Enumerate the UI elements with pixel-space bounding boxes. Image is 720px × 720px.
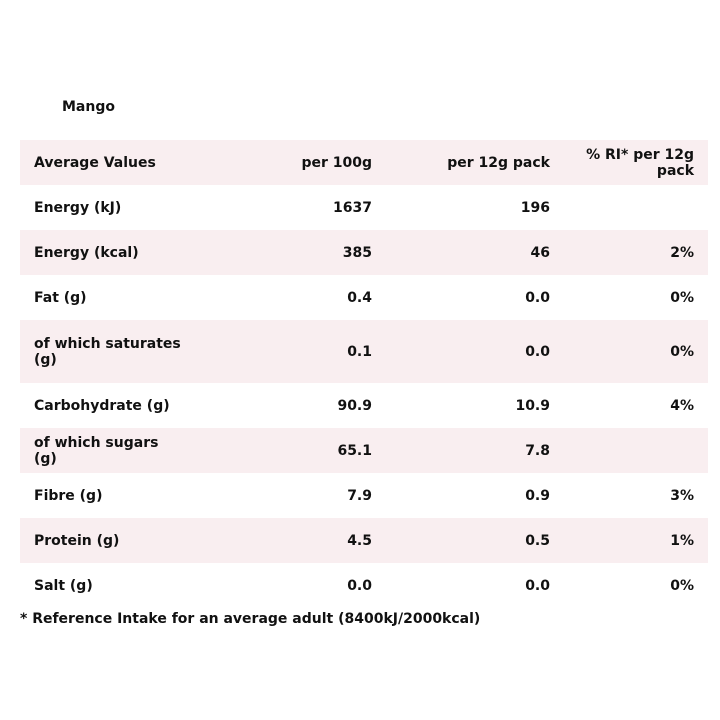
row-label: Energy (kcal)	[34, 244, 139, 261]
value-cell: 0.0	[347, 577, 372, 594]
value-cell: 1%	[670, 532, 694, 549]
header-cell: Average Values	[34, 154, 156, 171]
value-cell: 0.0	[525, 289, 550, 306]
value-cell: 0.5	[525, 532, 550, 549]
footnote: * Reference Intake for an average adult …	[20, 611, 481, 627]
table-row: of which sugars (g) 65.1 7.8	[20, 428, 708, 473]
row-label: of which saturates (g)	[34, 335, 181, 368]
value-cell: 0%	[670, 343, 694, 360]
product-title: Mango	[62, 99, 115, 115]
value-cell: 0.1	[347, 343, 372, 360]
nutrition-table: Average Values per 100g per 12g pack % RI* …	[20, 140, 708, 608]
value-cell: 0.0	[525, 577, 550, 594]
value-cell	[564, 185, 708, 230]
header-row: Average Values per 100g per 12g pack % RI* …	[20, 140, 708, 185]
row-label: Fat (g)	[34, 289, 87, 306]
value-cell	[564, 428, 708, 473]
table-row: of which saturates (g) 0.1 0.0 0%	[20, 320, 708, 383]
value-cell: 1637	[333, 199, 372, 216]
value-cell: 0.9	[525, 487, 550, 504]
value-cell: 65.1	[337, 442, 372, 459]
value-cell: 385	[342, 244, 372, 261]
table-row: Carbohydrate (g) 90.9 10.9 4%	[20, 383, 708, 428]
table-row: Fibre (g) 7.9 0.9 3%	[20, 473, 708, 518]
header-cell: per 100g	[301, 154, 372, 171]
table-row: Fat (g) 0.4 0.0 0%	[20, 275, 708, 320]
value-cell: 90.9	[337, 397, 372, 414]
value-cell: 0%	[670, 289, 694, 306]
value-cell: 2%	[670, 244, 694, 261]
value-cell: 10.9	[515, 397, 550, 414]
row-label: Protein (g)	[34, 532, 120, 549]
value-cell: 0.4	[347, 289, 372, 306]
value-cell: 4.5	[347, 532, 372, 549]
row-label: Carbohydrate (g)	[34, 397, 170, 414]
value-cell: 196	[520, 199, 550, 216]
value-cell: 46	[530, 244, 550, 261]
value-cell: 0%	[670, 577, 694, 594]
row-label: Salt (g)	[34, 577, 93, 594]
value-cell: 4%	[670, 397, 694, 414]
header-cell: per 12g pack	[447, 154, 550, 171]
value-cell: 7.8	[525, 442, 550, 459]
row-label: Fibre (g)	[34, 487, 103, 504]
table-row: Salt (g) 0.0 0.0 0%	[20, 563, 708, 608]
value-cell: 0.0	[525, 343, 550, 360]
row-label: Energy (kJ)	[34, 199, 122, 216]
table-row: Energy (kcal) 385 46 2%	[20, 230, 708, 275]
table-row: Protein (g) 4.5 0.5 1%	[20, 518, 708, 563]
table-row: Energy (kJ) 1637 196	[20, 185, 708, 230]
row-label: of which sugars (g)	[34, 434, 159, 467]
value-cell: 7.9	[347, 487, 372, 504]
value-cell: 3%	[670, 487, 694, 504]
header-cell: % RI* per 12g pack	[586, 146, 694, 179]
